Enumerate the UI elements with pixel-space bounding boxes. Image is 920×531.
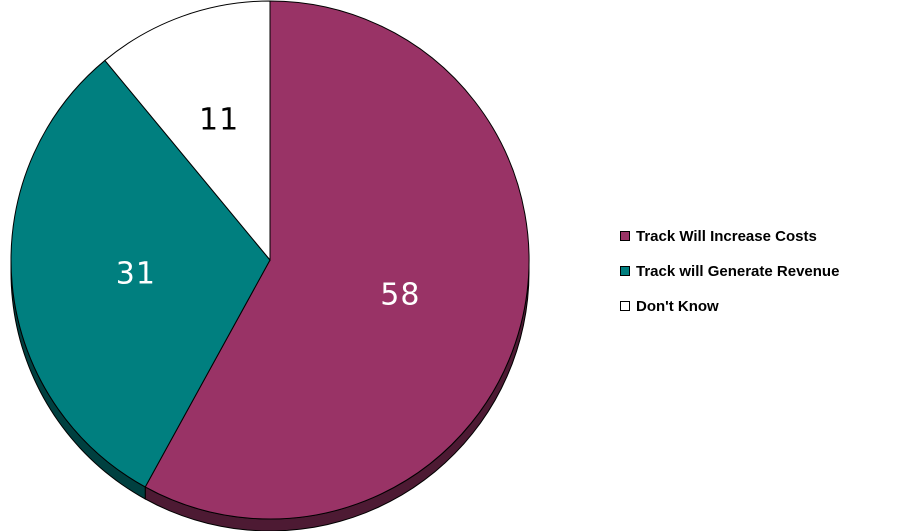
pie-slices-group — [10, 0, 530, 520]
pie-labels-group: 58 31 11 — [116, 103, 420, 313]
legend-label: Don't Know — [636, 297, 719, 315]
legend-label: Track will Generate Revenue — [636, 262, 840, 280]
legend-swatch — [620, 231, 630, 241]
data-label-track-will-generate-revenue: 31 — [116, 257, 156, 292]
legend-label: Track Will Increase Costs — [636, 227, 817, 245]
pie-slice-track-will-increase-costs — [144, 0, 530, 520]
legend-item-track-will-generate-revenue: Track will Generate Revenue — [620, 261, 839, 281]
legend-swatch — [620, 301, 630, 311]
data-label-track-will-increase-costs: 58 — [380, 278, 420, 313]
legend-swatch — [620, 266, 630, 276]
pie-slice-track-will-generate-revenue — [10, 59, 271, 488]
legend-item-don-t-know: Don't Know — [620, 296, 839, 316]
pie-slice-don-t-know — [104, 0, 271, 262]
chart-legend: Track Will Increase Costs Track will Gene… — [620, 226, 839, 331]
legend-item-track-will-increase-costs: Track Will Increase Costs — [620, 226, 839, 246]
data-label-don-t-know: 11 — [199, 103, 239, 138]
